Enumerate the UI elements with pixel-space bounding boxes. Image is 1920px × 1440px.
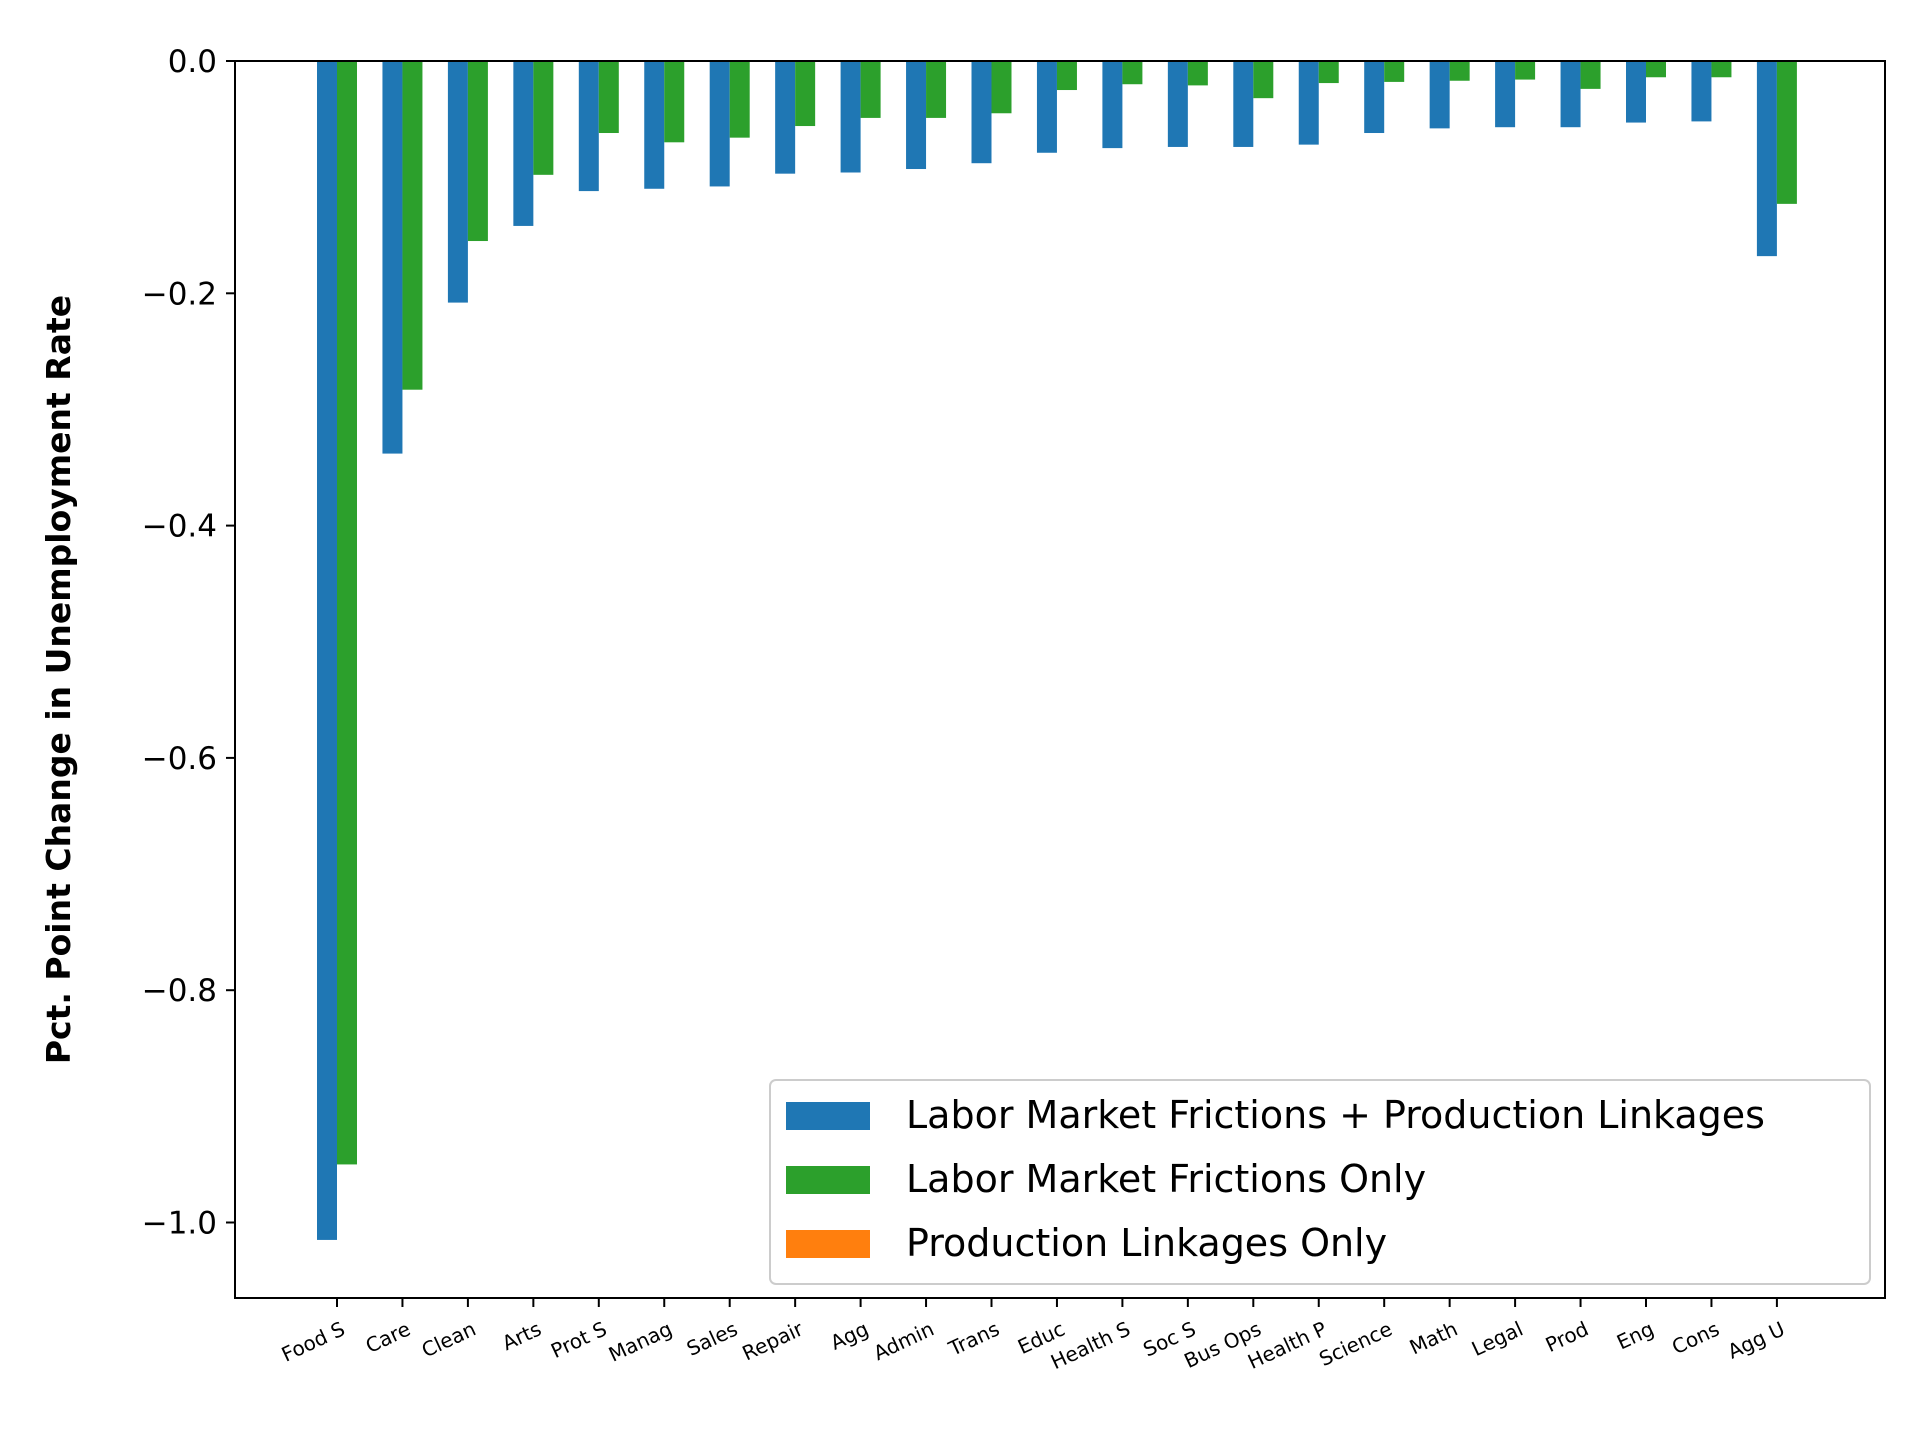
x-tick-label: Clean bbox=[418, 1317, 480, 1363]
bar-frictions-only bbox=[1776, 61, 1797, 204]
bar-combined bbox=[644, 61, 665, 189]
legend-swatch bbox=[786, 1102, 870, 1130]
legend-label: Production Linkages Only bbox=[906, 1221, 1387, 1265]
bar-combined bbox=[1233, 61, 1254, 147]
bar-frictions-only bbox=[1580, 61, 1601, 89]
bar-combined bbox=[775, 61, 796, 174]
bar-combined bbox=[840, 61, 861, 173]
legend-label: Labor Market Frictions Only bbox=[906, 1157, 1426, 1201]
bar-combined bbox=[513, 61, 534, 226]
x-tick-label: Prod bbox=[1542, 1317, 1592, 1358]
y-axis: 0.0 −0.2 −0.4 −0.6 −0.8 −1.0 bbox=[142, 44, 235, 1242]
bar-combined bbox=[906, 61, 927, 170]
legend-swatch bbox=[786, 1166, 870, 1194]
legend-label: Labor Market Frictions + Production Link… bbox=[906, 1093, 1765, 1137]
y-tick-label: 0.0 bbox=[168, 44, 217, 80]
x-tick-label: Eng bbox=[1613, 1317, 1658, 1355]
legend-box bbox=[769, 1079, 1871, 1285]
bar-frictions-only bbox=[1187, 61, 1208, 86]
bar-combined bbox=[709, 61, 730, 187]
bar-frictions-only bbox=[533, 61, 554, 175]
bar-combined bbox=[1560, 61, 1581, 128]
bar-combined bbox=[317, 61, 337, 1240]
legend-swatch bbox=[786, 1230, 870, 1258]
x-tick-label: Manag bbox=[605, 1317, 676, 1367]
y-tick-label: −0.8 bbox=[142, 973, 217, 1009]
bar-frictions-only bbox=[926, 61, 947, 118]
bar-frictions-only bbox=[1449, 61, 1470, 81]
bar-frictions-only bbox=[467, 61, 488, 242]
x-tick-label: Cons bbox=[1668, 1317, 1723, 1360]
bar-combined bbox=[971, 61, 992, 164]
y-tick-label: −0.4 bbox=[142, 509, 217, 545]
bar-frictions-only bbox=[1318, 61, 1339, 84]
x-tick-label: Math bbox=[1406, 1317, 1461, 1360]
bar-frictions-only bbox=[1384, 61, 1405, 82]
bar-frictions-only bbox=[991, 61, 1012, 114]
x-tick-label: Arts bbox=[498, 1317, 545, 1356]
bar-combined bbox=[1691, 61, 1712, 122]
bar-combined bbox=[1036, 61, 1057, 153]
bar-frictions-only bbox=[1122, 61, 1143, 85]
bar-combined bbox=[1102, 61, 1123, 149]
x-tick-label: Prot S bbox=[547, 1317, 610, 1364]
bar-frictions-only bbox=[1646, 61, 1666, 78]
bar-combined bbox=[1626, 61, 1646, 123]
bar-frictions-only bbox=[402, 61, 423, 390]
bar-combined bbox=[1298, 61, 1319, 145]
plot-frame bbox=[234, 60, 1886, 1299]
y-tick-label: −1.0 bbox=[142, 1206, 217, 1242]
bar-combined bbox=[447, 61, 468, 303]
bar-combined bbox=[382, 61, 403, 454]
x-tick-label: Repair bbox=[738, 1316, 807, 1365]
bar-frictions-only bbox=[795, 61, 816, 127]
x-tick-label: Agg bbox=[827, 1317, 873, 1355]
x-tick-label: Care bbox=[362, 1317, 414, 1358]
x-tick-label: Sales bbox=[683, 1317, 741, 1361]
bar-frictions-only bbox=[664, 61, 685, 143]
x-tick-label: Science bbox=[1315, 1317, 1395, 1372]
legend: Labor Market Frictions + Production Link… bbox=[769, 1079, 1871, 1285]
bar-frictions-only bbox=[729, 61, 750, 138]
bar-combined bbox=[1756, 61, 1777, 257]
bar-combined bbox=[1429, 61, 1450, 129]
x-tick-label: Admin bbox=[870, 1317, 938, 1366]
bar-combined bbox=[1364, 61, 1385, 134]
y-axis-label: Pct. Point Change in Unemployment Rate bbox=[39, 295, 78, 1064]
x-tick-label: Agg U bbox=[1724, 1317, 1789, 1364]
bars-layer bbox=[317, 61, 1797, 1240]
bar-combined bbox=[578, 61, 599, 192]
bar-combined bbox=[1167, 61, 1188, 147]
y-tick-label: −0.6 bbox=[142, 741, 217, 777]
x-tick-label: Legal bbox=[1468, 1317, 1527, 1361]
bar-frictions-only bbox=[1711, 61, 1732, 78]
bar-combined bbox=[1495, 61, 1516, 128]
bar-frictions-only bbox=[1515, 61, 1536, 80]
bar-frictions-only bbox=[337, 61, 357, 1165]
bar-frictions-only bbox=[1056, 61, 1077, 91]
x-tick-label: Trans bbox=[944, 1317, 1003, 1362]
bar-frictions-only bbox=[598, 61, 619, 134]
y-tick-label: −0.2 bbox=[142, 276, 217, 312]
bar-frictions-only bbox=[860, 61, 881, 118]
bar-frictions-only bbox=[1253, 61, 1274, 99]
x-tick-label: Food S bbox=[278, 1317, 349, 1367]
